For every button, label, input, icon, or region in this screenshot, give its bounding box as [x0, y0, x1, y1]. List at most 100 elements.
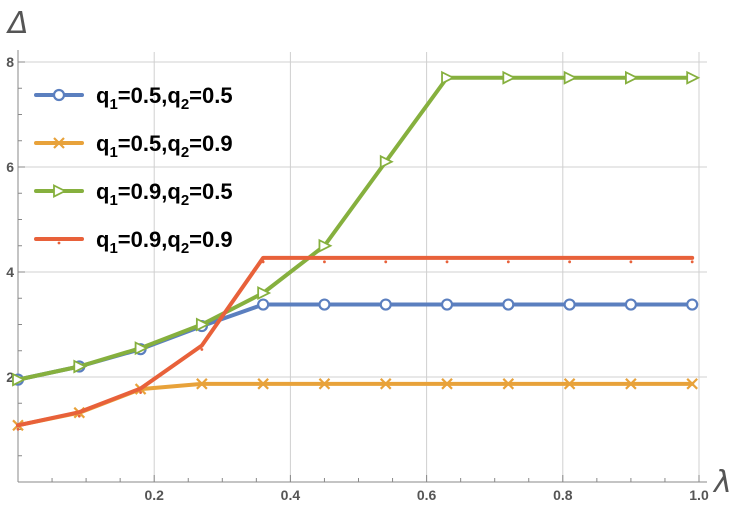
legend-swatch-marker — [57, 241, 61, 245]
legend-swatch-marker — [53, 137, 65, 149]
data-point — [625, 70, 639, 85]
data-point — [563, 378, 576, 390]
legend-label-part: q — [96, 131, 109, 156]
legend-label: q1=0.5,q2=0.5 — [96, 83, 233, 113]
data-point — [686, 298, 699, 311]
series-layer — [11, 70, 701, 432]
data-point — [506, 260, 510, 264]
data-point — [77, 414, 81, 418]
legend-label-part: 0.5 — [202, 83, 233, 108]
data-point — [318, 298, 331, 311]
data-point — [318, 238, 333, 253]
legend-item: q1=0.5,q2=0.5 — [34, 83, 233, 113]
legend-label-part: 0.9 — [202, 227, 233, 252]
x-tick-label: 1.0 — [689, 487, 709, 503]
legend: q1=0.5,q2=0.5q1=0.5,q2=0.9q1=0.9,q2=0.5q… — [34, 83, 233, 257]
legend-item: q1=0.5,q2=0.9 — [34, 131, 233, 161]
data-point — [200, 348, 204, 351]
legend-label-part: 1 — [109, 96, 117, 113]
data-point — [502, 378, 515, 390]
y-tick-label: 6 — [6, 159, 14, 175]
data-point — [440, 298, 454, 311]
legend-label-part: q — [96, 179, 109, 204]
data-point — [257, 286, 272, 300]
series-0 — [11, 298, 699, 386]
data-point — [379, 298, 392, 311]
legend-label-part: 1 — [109, 192, 117, 209]
data-point — [563, 70, 578, 85]
data-point — [257, 378, 269, 390]
data-point — [629, 260, 633, 264]
data-point — [502, 70, 517, 85]
legend-label-part: ,q — [161, 179, 181, 204]
data-point — [195, 317, 210, 332]
data-point — [134, 341, 149, 356]
x-tick-label: 0.4 — [281, 487, 301, 503]
x-tick-label: 0.6 — [417, 487, 437, 503]
data-point — [568, 260, 572, 264]
data-point — [686, 378, 698, 390]
legend-label-part: q — [96, 83, 109, 108]
data-point — [318, 378, 331, 390]
legend-label-part: 0.5 — [202, 179, 233, 204]
legend-label-part: 0.5 — [131, 83, 162, 108]
legend-label-part: = — [189, 179, 202, 204]
legend-label-part: ,q — [161, 131, 181, 156]
data-point — [196, 378, 208, 390]
legend-label-part: ,q — [161, 227, 181, 252]
data-point — [502, 298, 515, 311]
x-tick-label: 0.2 — [144, 487, 164, 503]
data-point — [261, 260, 265, 264]
legend-label-part: 0.9 — [131, 179, 162, 204]
data-point — [441, 70, 456, 85]
y-tick-label: 4 — [6, 264, 14, 280]
legend-label: q1=0.5,q2=0.9 — [96, 131, 233, 161]
data-point — [139, 391, 142, 394]
data-point — [625, 378, 637, 390]
legend-label-part: 2 — [181, 144, 189, 161]
series-2 — [12, 70, 701, 387]
series-line — [16, 75, 695, 382]
data-point — [563, 298, 576, 311]
legend-item: q1=0.9,q2=0.5 — [34, 179, 233, 209]
legend-swatch-marker — [52, 88, 66, 102]
legend-label: q1=0.9,q2=0.5 — [96, 179, 233, 209]
series-line — [16, 381, 695, 428]
legend-label-part: 2 — [181, 192, 189, 209]
grid — [18, 52, 707, 482]
y-tick-label: 2 — [6, 369, 14, 385]
legend-label-part: = — [118, 131, 131, 156]
data-point — [379, 154, 394, 169]
legend-label-part: = — [118, 227, 131, 252]
legend-label-part: = — [118, 83, 131, 108]
legend-item: q1=0.9,q2=0.9 — [34, 227, 233, 257]
data-point — [257, 298, 270, 311]
y-tick-label: 8 — [6, 54, 14, 70]
series-3 — [16, 255, 695, 431]
legend-label-part: = — [189, 131, 202, 156]
legend-label-part: 0.9 — [131, 227, 162, 252]
legend-label-part: ,q — [161, 83, 181, 108]
y-axis-title: Δ — [6, 6, 29, 41]
legend-label-part: 0.9 — [202, 131, 233, 156]
data-point — [16, 427, 20, 431]
legend-label-part: = — [118, 179, 131, 204]
data-point — [686, 70, 701, 85]
data-point — [323, 260, 326, 264]
data-point — [624, 298, 638, 311]
legend-label: q1=0.9,q2=0.9 — [96, 227, 233, 257]
data-point — [379, 378, 392, 390]
series-line — [16, 255, 695, 428]
data-point — [12, 372, 27, 387]
data-point — [690, 260, 694, 264]
legend-label-part: 0.5 — [131, 131, 162, 156]
legend-label-part: 1 — [109, 240, 117, 257]
data-point — [441, 378, 453, 390]
legend-label-part: 2 — [181, 96, 189, 113]
legend-swatch-marker — [53, 184, 68, 198]
data-point — [445, 260, 449, 264]
legend-label-part: = — [189, 227, 202, 252]
legend-label-part: = — [189, 83, 202, 108]
data-point — [73, 359, 88, 374]
